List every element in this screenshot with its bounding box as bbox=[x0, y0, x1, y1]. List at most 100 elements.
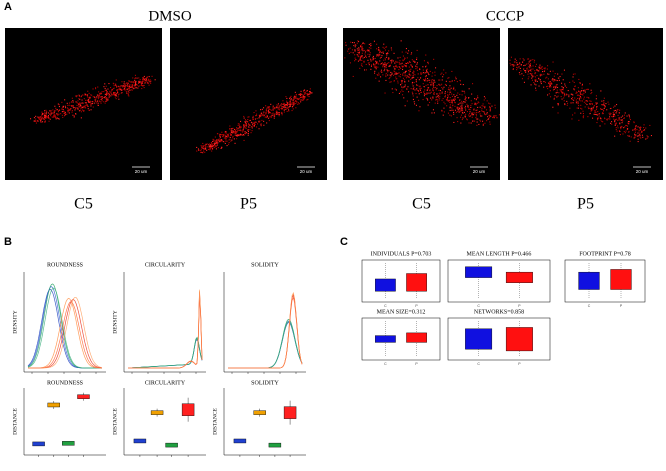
signal-dot bbox=[204, 148, 206, 150]
signal-dot bbox=[432, 89, 434, 91]
signal-dot bbox=[382, 65, 384, 67]
signal-dot bbox=[463, 90, 465, 92]
signal-dot bbox=[143, 77, 145, 79]
signal-dot bbox=[35, 122, 37, 124]
signal-dot bbox=[293, 104, 295, 106]
signal-dot bbox=[62, 111, 64, 113]
signal-dot bbox=[396, 73, 398, 75]
signal-dot bbox=[510, 56, 512, 58]
signal-dot bbox=[415, 80, 417, 82]
signal-dot bbox=[592, 117, 594, 119]
signal-dot bbox=[408, 60, 410, 62]
signal-dot bbox=[364, 69, 366, 71]
signal-dot bbox=[128, 85, 130, 87]
signal-dot bbox=[541, 66, 543, 68]
signal-dot bbox=[123, 85, 125, 87]
signal-dot bbox=[462, 112, 464, 114]
signal-dot bbox=[529, 65, 531, 67]
signal-dot bbox=[408, 80, 410, 82]
signal-dot bbox=[274, 113, 276, 115]
signal-dot bbox=[615, 112, 617, 114]
signal-dot bbox=[104, 98, 106, 100]
signal-dot bbox=[39, 119, 41, 121]
signal-dot bbox=[55, 116, 57, 118]
signal-dot bbox=[563, 69, 565, 71]
signal-dot bbox=[40, 118, 42, 120]
signal-dot bbox=[265, 109, 267, 111]
group-label: P bbox=[415, 362, 418, 366]
signal-dot bbox=[449, 107, 451, 109]
signal-dot bbox=[395, 72, 397, 74]
signal-dot bbox=[236, 127, 238, 129]
signal-dot bbox=[231, 130, 233, 132]
signal-dot bbox=[403, 59, 405, 61]
signal-dot bbox=[247, 134, 249, 136]
signal-dot bbox=[573, 99, 575, 101]
signal-dot bbox=[614, 123, 616, 125]
plot-title: CIRCULARITY bbox=[145, 380, 186, 386]
signal-dot bbox=[38, 117, 40, 119]
signal-dot bbox=[580, 97, 582, 99]
signal-dot bbox=[408, 72, 410, 74]
group-label: P bbox=[518, 304, 521, 308]
signal-dot bbox=[64, 99, 66, 101]
signal-dot bbox=[397, 72, 399, 74]
density-curve bbox=[28, 296, 103, 369]
signal-dot bbox=[125, 83, 127, 85]
signal-dot bbox=[229, 132, 231, 134]
signal-dot bbox=[578, 99, 580, 101]
signal-dot bbox=[203, 150, 205, 152]
signal-dot bbox=[411, 81, 413, 83]
signal-dot bbox=[227, 136, 229, 138]
signal-dot bbox=[292, 100, 294, 102]
signal-dot bbox=[61, 101, 63, 103]
signal-dot bbox=[435, 96, 437, 98]
signal-dot bbox=[404, 86, 406, 88]
signal-dot bbox=[217, 140, 219, 142]
signal-dot bbox=[303, 93, 305, 95]
signal-dot bbox=[397, 61, 399, 63]
signal-dot bbox=[594, 111, 596, 113]
signal-dot bbox=[382, 63, 384, 65]
signal-dot bbox=[71, 101, 73, 103]
signal-dot bbox=[460, 105, 462, 107]
signal-dot bbox=[215, 145, 217, 147]
signal-dot bbox=[585, 102, 587, 104]
signal-dot bbox=[458, 109, 460, 111]
signal-dot bbox=[620, 119, 622, 121]
signal-dot bbox=[241, 129, 243, 131]
signal-dot bbox=[358, 48, 360, 50]
signal-dot bbox=[443, 107, 445, 109]
signal-dot bbox=[576, 94, 578, 96]
signal-dot bbox=[80, 106, 82, 108]
signal-dot bbox=[382, 46, 384, 48]
signal-dot bbox=[433, 58, 435, 60]
signal-dot bbox=[549, 90, 551, 92]
signal-dot bbox=[265, 113, 267, 115]
signal-dot bbox=[267, 111, 269, 113]
signal-dot bbox=[381, 55, 383, 57]
signal-dot bbox=[144, 81, 146, 83]
density-curve bbox=[228, 321, 303, 369]
signal-dot bbox=[252, 118, 254, 120]
signal-dot bbox=[593, 113, 595, 115]
signal-dot bbox=[593, 106, 595, 108]
signal-dot bbox=[299, 98, 301, 100]
signal-dot bbox=[383, 59, 385, 61]
signal-dot bbox=[244, 122, 246, 124]
signal-dot bbox=[535, 89, 537, 91]
signal-dot bbox=[561, 90, 563, 92]
signal-dot bbox=[58, 104, 60, 106]
signal-dot bbox=[556, 91, 558, 93]
signal-dot bbox=[477, 95, 479, 97]
box bbox=[77, 394, 90, 399]
signal-dot bbox=[478, 111, 480, 113]
signal-dot bbox=[434, 86, 436, 88]
signal-dot bbox=[375, 66, 377, 68]
signal-dot bbox=[369, 58, 371, 60]
signal-dot bbox=[78, 110, 80, 112]
signal-dot bbox=[460, 114, 462, 116]
signal-dot bbox=[465, 97, 467, 99]
signal-dot bbox=[71, 97, 73, 99]
signal-dot bbox=[105, 85, 107, 87]
